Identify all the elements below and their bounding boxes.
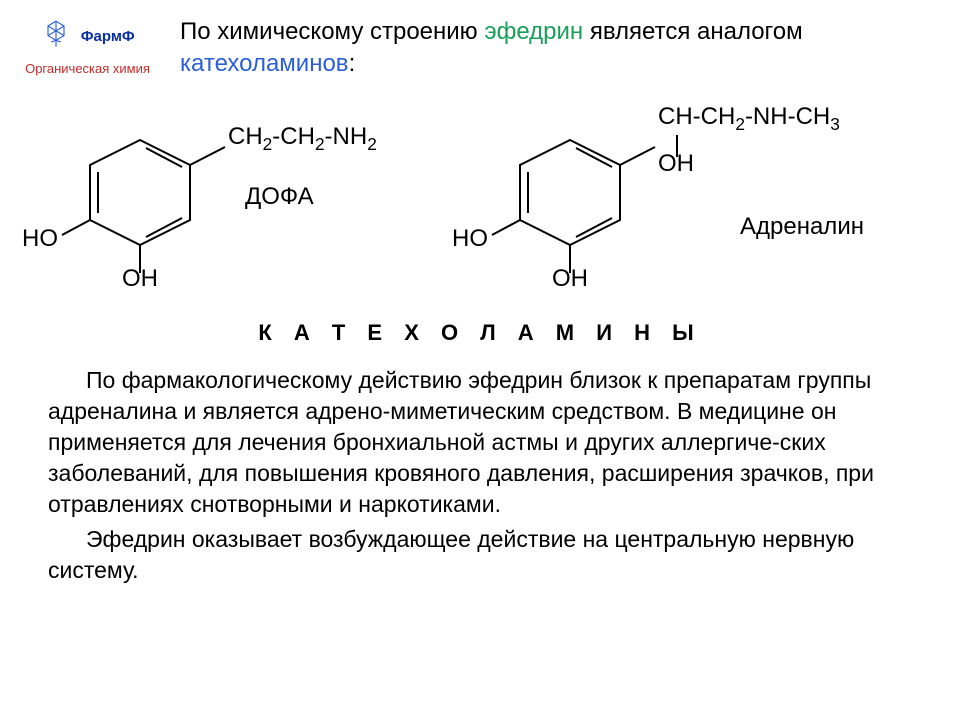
logo-title: ФармФ	[81, 28, 135, 45]
body-p1: По фармакологическому действию эфедрин б…	[48, 365, 920, 520]
dopa-oh-left: HO	[22, 225, 58, 253]
dopa-oh-bottom: OH	[122, 265, 158, 293]
logo-subtitle: Органическая химия	[20, 61, 155, 77]
adrenaline-label: Адреналин	[740, 213, 864, 241]
adrenaline-oh-bottom: OH	[552, 265, 588, 293]
dopa-structure: CH2-CH2-NH2 ДОФА HO OH	[50, 105, 250, 300]
intro-post: :	[349, 50, 356, 77]
intro-catechol: катехоламинов	[180, 50, 349, 77]
intro-text: По химическому строению эфедрин является…	[180, 16, 930, 81]
adrenaline-oh-left: HO	[452, 225, 488, 253]
adamantane-icon	[40, 18, 72, 55]
dopa-label: ДОФА	[245, 183, 314, 211]
dopa-sidechain: CH2-CH2-NH2	[228, 123, 377, 155]
intro-pre: По химическому строению	[180, 18, 484, 45]
body-p2: Эфедрин оказывает возбуждающее действие …	[48, 524, 920, 586]
adrenaline-sidechain: CH-CH2-NH-CH3	[658, 103, 840, 135]
intro-mid: является аналогом	[583, 18, 802, 45]
logo-block: ФармФ Органическая химия	[20, 18, 155, 77]
structures-region: CH2-CH2-NH2 ДОФА HO OH CH-CH2-NH-CH3 OH …	[40, 105, 930, 305]
section-title: К А Т Е Х О Л А М И Н Ы	[0, 320, 960, 346]
intro-ephedrine: эфедрин	[484, 18, 583, 45]
adrenaline-sidechain-oh: OH	[658, 150, 694, 178]
adrenaline-structure: CH-CH2-NH-CH3 OH Адреналин HO OH	[480, 105, 680, 300]
body-text: По фармакологическому действию эфедрин б…	[48, 365, 920, 590]
